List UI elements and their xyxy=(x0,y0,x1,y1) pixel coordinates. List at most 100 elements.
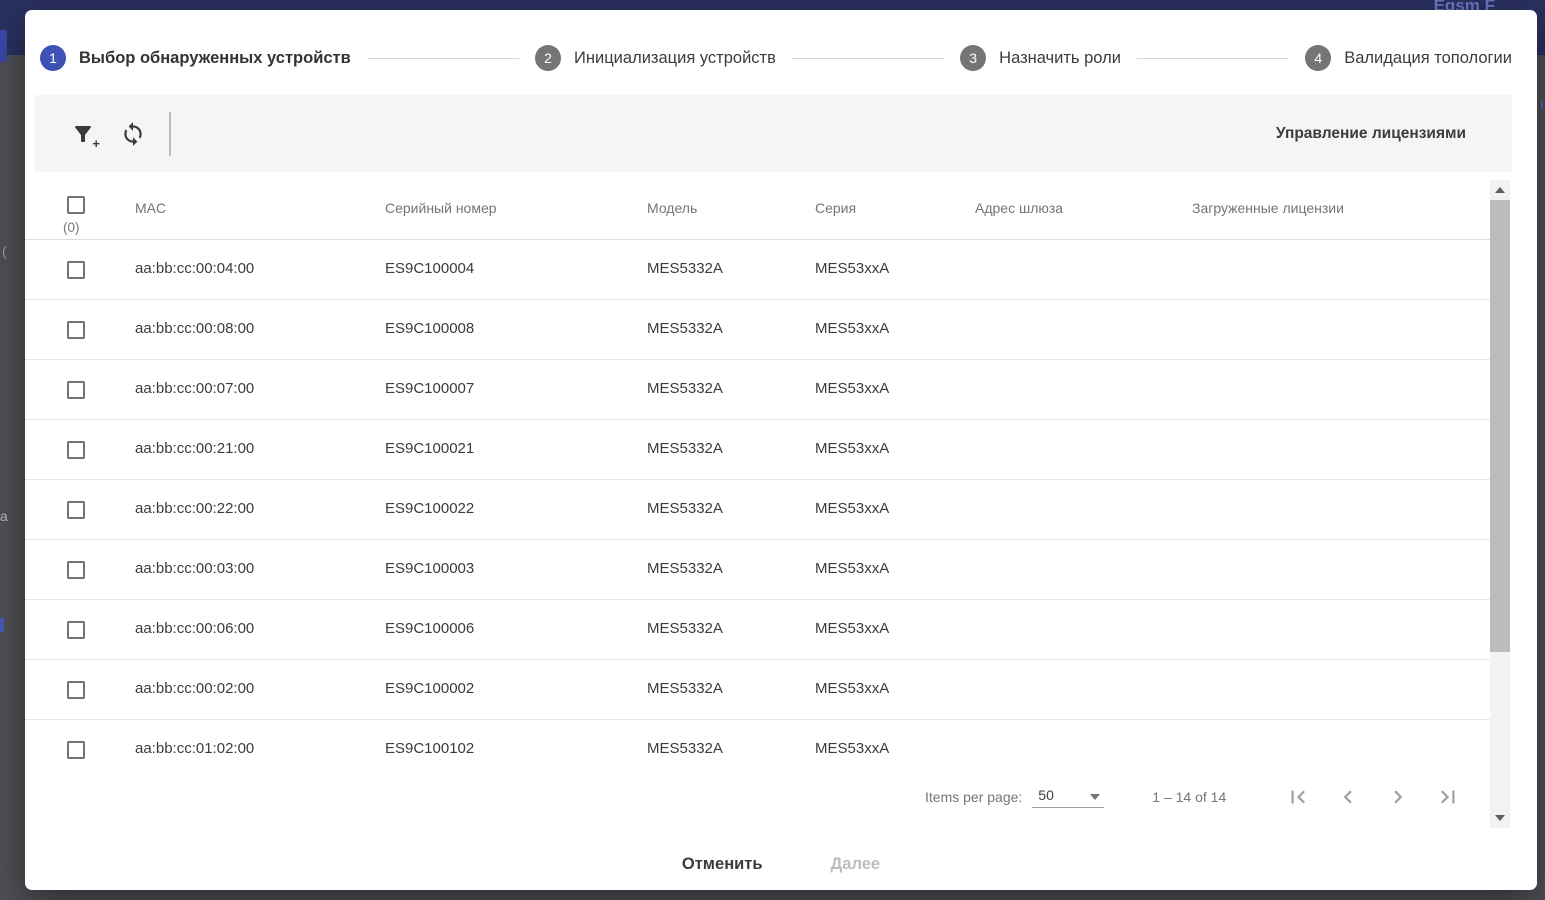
items-per-page-label: Items per page: xyxy=(925,789,1023,805)
dialog-footer: Отменить Далее xyxy=(25,845,1537,884)
row-checkbox[interactable] xyxy=(67,441,85,459)
table-row[interactable]: aa:bb:cc:00:08:00 ES9C100008 MES5332A ME… xyxy=(25,300,1490,360)
table-row[interactable]: aa:bb:cc:00:02:00 ES9C100002 MES5332A ME… xyxy=(25,660,1490,720)
cell-serial: ES9C100021 xyxy=(385,440,475,457)
cell-serial: ES9C100004 xyxy=(385,260,475,277)
cell-serial: ES9C100007 xyxy=(385,380,475,397)
step-label: Валидация топологии xyxy=(1344,48,1512,67)
cell-mac: aa:bb:cc:00:22:00 xyxy=(135,500,255,517)
cell-series: MES53xxA xyxy=(815,740,890,757)
next-page-button[interactable] xyxy=(1378,777,1418,817)
row-checkbox[interactable] xyxy=(67,321,85,339)
table-toolbar: + Управление лицензиями xyxy=(35,95,1512,172)
step-label: Выбор обнаруженных устройств xyxy=(79,48,351,67)
manage-licenses-button[interactable]: Управление лицензиями xyxy=(1272,117,1470,151)
cancel-button[interactable]: Отменить xyxy=(674,845,771,884)
row-checkbox[interactable] xyxy=(67,381,85,399)
row-checkbox[interactable] xyxy=(67,561,85,579)
first-page-button[interactable] xyxy=(1278,777,1318,817)
table-row[interactable]: aa:bb:cc:00:22:00 ES9C100022 MES5332A ME… xyxy=(25,480,1490,540)
background-glyph-fragment: i xyxy=(1540,96,1544,112)
scrollbar-down-arrow-icon[interactable] xyxy=(1490,810,1510,826)
table-row[interactable]: aa:bb:cc:00:06:00 ES9C100006 MES5332A ME… xyxy=(25,600,1490,660)
table-header: (0) MAC Серийный номер Модель Серия Адре… xyxy=(25,180,1490,240)
cell-mac: aa:bb:cc:00:21:00 xyxy=(135,440,255,457)
row-checkbox[interactable] xyxy=(67,621,85,639)
cell-series: MES53xxA xyxy=(815,620,890,637)
cell-serial: ES9C100006 xyxy=(385,620,475,637)
step-label: Инициализация устройств xyxy=(574,48,776,67)
scrollbar-up-arrow-icon[interactable] xyxy=(1490,182,1510,198)
cell-series: MES53xxA xyxy=(815,560,890,577)
background-blue-chip xyxy=(0,30,7,62)
table-row[interactable]: aa:bb:cc:00:03:00 ES9C100003 MES5332A ME… xyxy=(25,540,1490,600)
select-all-checkbox[interactable] xyxy=(67,196,85,214)
cell-series: MES53xxA xyxy=(815,320,890,337)
row-checkbox[interactable] xyxy=(67,501,85,519)
table-row[interactable]: aa:bb:cc:00:21:00 ES9C100021 MES5332A ME… xyxy=(25,420,1490,480)
cell-mac: aa:bb:cc:00:04:00 xyxy=(135,260,255,277)
background-glyph-fragment: a xyxy=(0,508,8,524)
table-row[interactable]: aa:bb:cc:00:07:00 ES9C100007 MES5332A ME… xyxy=(25,360,1490,420)
refresh-icon xyxy=(124,121,142,146)
dropdown-arrow-icon xyxy=(1090,793,1101,800)
step-connector xyxy=(366,57,520,59)
first-page-icon xyxy=(1291,790,1306,804)
chevron-right-icon xyxy=(1394,790,1403,804)
row-checkbox[interactable] xyxy=(67,681,85,699)
table-scrollbar[interactable] xyxy=(1490,180,1510,828)
table-body: aa:bb:cc:00:04:00 ES9C100004 MES5332A ME… xyxy=(25,240,1490,780)
cell-serial: ES9C100002 xyxy=(385,680,475,697)
cell-model: MES5332A xyxy=(647,740,723,757)
last-page-button[interactable] xyxy=(1428,777,1468,817)
cell-series: MES53xxA xyxy=(815,500,890,517)
cell-serial: ES9C100008 xyxy=(385,320,475,337)
cell-model: MES5332A xyxy=(647,320,723,337)
paginator-nav xyxy=(1268,777,1468,817)
column-header-serial: Серийный номер xyxy=(385,200,497,216)
filter-add-button[interactable]: + xyxy=(63,114,103,154)
row-checkbox[interactable] xyxy=(67,741,85,759)
background-glyph-fragment: ( xyxy=(2,243,7,259)
stepper-step[interactable]: 3 Назначить роли xyxy=(960,45,1121,71)
cell-model: MES5332A xyxy=(647,620,723,637)
cell-series: MES53xxA xyxy=(815,260,890,277)
column-header-gateway: Адрес шлюза xyxy=(975,200,1064,216)
page-range-label: 1 – 14 of 14 xyxy=(1152,789,1227,805)
cell-mac: aa:bb:cc:01:02:00 xyxy=(135,740,255,757)
row-checkbox[interactable] xyxy=(67,261,85,279)
table-row[interactable]: aa:bb:cc:01:02:00 ES9C100102 MES5332A ME… xyxy=(25,720,1490,780)
stepper-step[interactable]: 4 Валидация топологии xyxy=(1305,45,1512,71)
toolbar-divider xyxy=(169,111,171,156)
cell-model: MES5332A xyxy=(647,380,723,397)
cell-mac: aa:bb:cc:00:06:00 xyxy=(135,620,255,637)
scrollbar-thumb[interactable] xyxy=(1490,200,1510,652)
paginator: Items per page: 50 1 – 14 of 14 xyxy=(925,768,1468,826)
column-header-model: Модель xyxy=(647,200,698,216)
page-size-select[interactable]: 50 xyxy=(1032,786,1105,808)
stepper-step[interactable]: 2 Инициализация устройств xyxy=(535,45,776,71)
column-header-mac: MAC xyxy=(135,200,167,216)
page-size-value: 50 xyxy=(1038,786,1054,803)
step-connector xyxy=(791,57,945,59)
cell-series: MES53xxA xyxy=(815,680,890,697)
table-row[interactable]: aa:bb:cc:00:04:00 ES9C100004 MES5332A ME… xyxy=(25,240,1490,300)
filter-icon xyxy=(75,125,91,142)
stepper: 1 Выбор обнаруженных устройств 2 Инициал… xyxy=(40,28,1512,88)
previous-page-button[interactable] xyxy=(1328,777,1368,817)
step-connector xyxy=(1136,57,1290,59)
stepper-step[interactable]: 1 Выбор обнаруженных устройств xyxy=(40,45,351,71)
cell-model: MES5332A xyxy=(647,500,723,517)
next-button[interactable]: Далее xyxy=(823,845,889,884)
cell-serial: ES9C100022 xyxy=(385,500,475,517)
wizard-dialog: 1 Выбор обнаруженных устройств 2 Инициал… xyxy=(25,10,1537,890)
last-page-icon xyxy=(1441,790,1455,804)
step-label: Назначить роли xyxy=(999,48,1121,67)
refresh-button[interactable] xyxy=(113,114,153,154)
background-blue-tick xyxy=(0,618,4,632)
step-number-badge: 2 xyxy=(535,45,562,71)
plus-icon: + xyxy=(92,135,100,151)
cell-series: MES53xxA xyxy=(815,440,890,457)
column-header-series: Серия xyxy=(815,200,857,216)
